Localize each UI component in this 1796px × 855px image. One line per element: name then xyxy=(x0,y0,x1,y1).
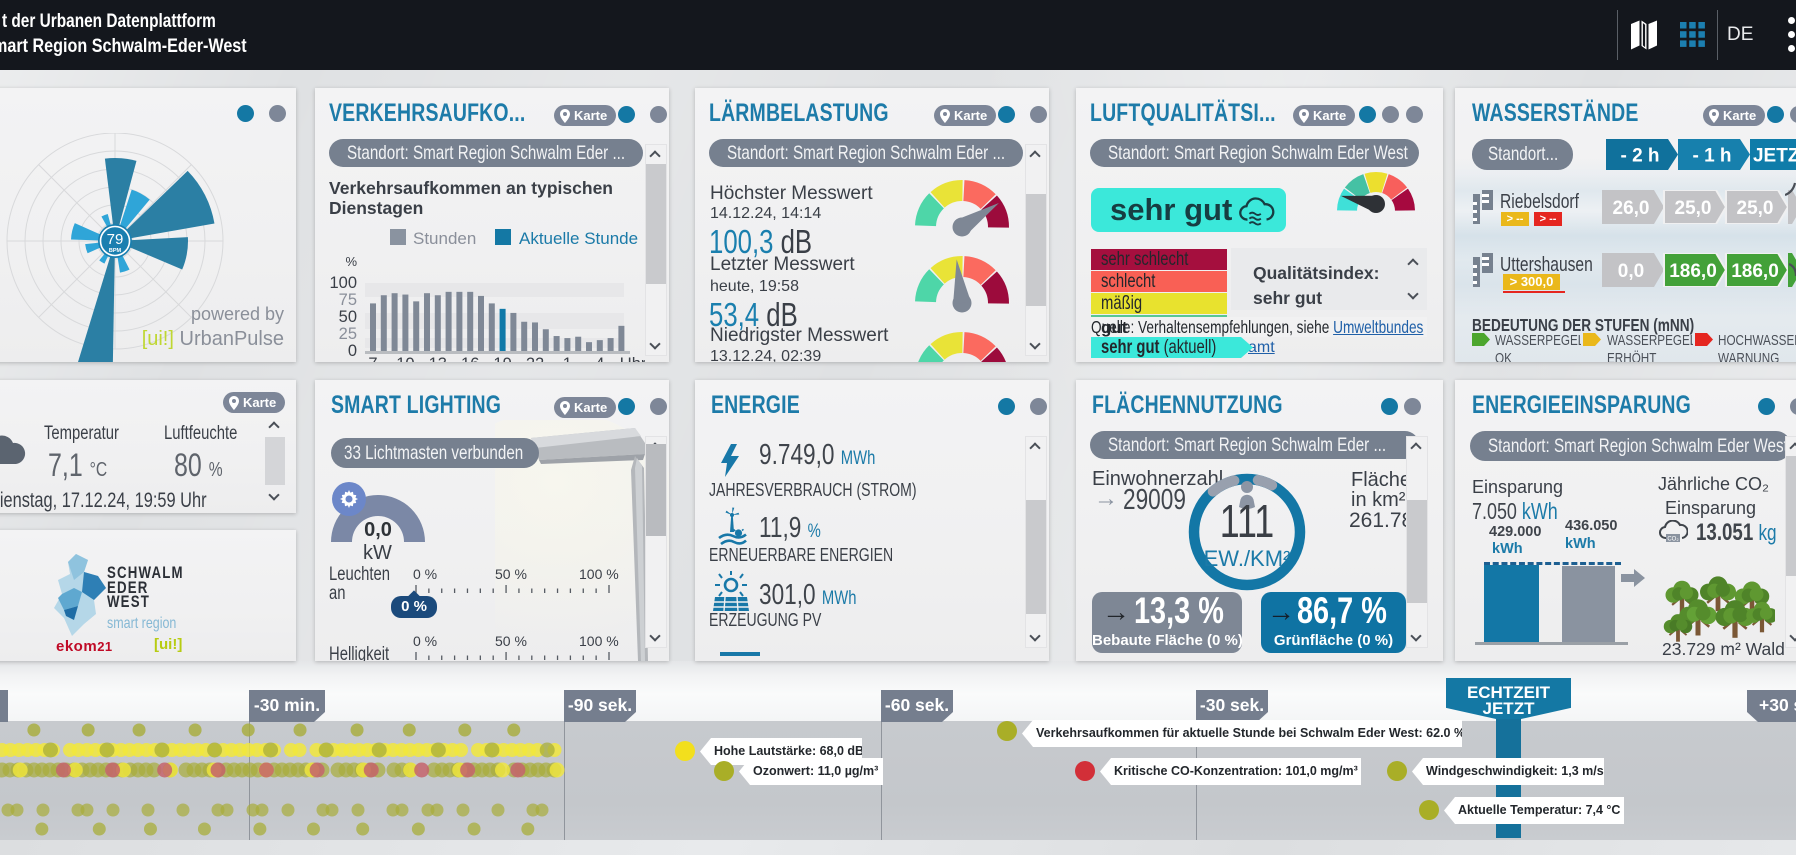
svg-text:BPM: BPM xyxy=(109,248,122,254)
svg-text:22: 22 xyxy=(526,355,544,362)
svg-text:- 1 h: - 1 h xyxy=(1692,146,1731,167)
svg-text:1: 1 xyxy=(563,355,572,362)
svg-text:10: 10 xyxy=(396,355,414,362)
svg-text:50: 50 xyxy=(339,308,357,326)
svg-text:0,0: 0,0 xyxy=(1618,261,1644,282)
svg-text:- 2 h: - 2 h xyxy=(1620,146,1659,167)
svg-text:25,0: 25,0 xyxy=(1675,198,1712,219)
svg-text:100: 100 xyxy=(329,274,357,292)
svg-text:26,0: 26,0 xyxy=(1613,198,1650,219)
svg-text:Uhr: Uhr xyxy=(620,355,645,362)
svg-text:19: 19 xyxy=(493,355,511,362)
svg-text:186,0: 186,0 xyxy=(1731,261,1779,282)
svg-text:25,0: 25,0 xyxy=(1737,198,1774,219)
svg-text:%: % xyxy=(345,254,357,269)
svg-text:75: 75 xyxy=(339,291,357,309)
svg-text:79: 79 xyxy=(107,231,124,248)
svg-text:25: 25 xyxy=(339,325,357,343)
svg-text:16: 16 xyxy=(461,355,479,362)
svg-text:CO₂: CO₂ xyxy=(1667,537,1679,543)
svg-text:7: 7 xyxy=(368,355,377,362)
svg-text:JETZT: JETZT xyxy=(1753,146,1796,167)
svg-text:0: 0 xyxy=(348,342,357,360)
svg-text:13: 13 xyxy=(429,355,447,362)
svg-text:4: 4 xyxy=(595,355,604,362)
svg-text:186,0: 186,0 xyxy=(1669,261,1717,282)
